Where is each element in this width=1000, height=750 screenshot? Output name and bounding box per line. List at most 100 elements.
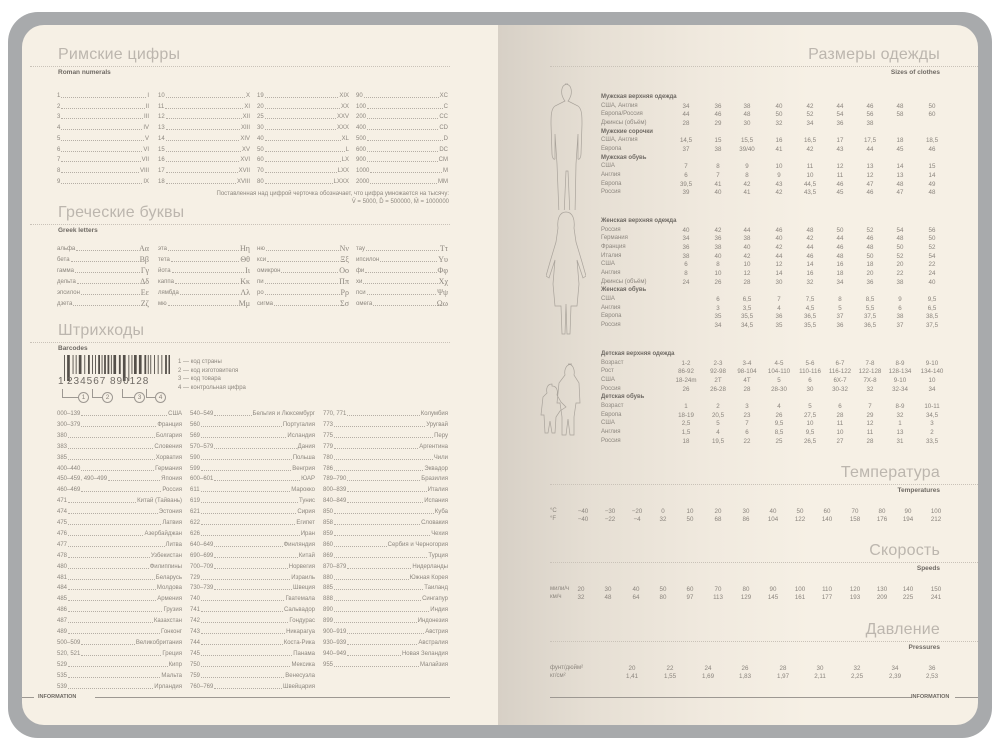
country-code-key: 400–440 (57, 465, 81, 472)
roman-entry: 400 CD (356, 124, 448, 132)
size-value: 60 (928, 111, 936, 119)
size-value: 4-5 (774, 359, 784, 367)
dot-leader (367, 113, 439, 120)
barcode-bracket (92, 389, 110, 398)
size-row-label: Европа (601, 313, 622, 320)
country-code-entry: 773 Уругвай (323, 421, 448, 429)
barcode-bar (118, 355, 121, 374)
size-value: 16 (836, 261, 844, 269)
country-code-entry: 940–949 Новая Зеландия (323, 650, 448, 658)
country-code-value: Сингапур (422, 596, 448, 603)
dot-leader (201, 421, 282, 427)
size-value: 40 (775, 235, 783, 243)
size-row-label: Россия (601, 385, 621, 392)
size-value: 40 (775, 102, 783, 110)
dot-leader (201, 574, 291, 580)
dot-leader (334, 661, 420, 667)
country-code-key: 800–839 (323, 487, 347, 494)
size-value: 18,5 (925, 137, 939, 145)
size-value: 12 (775, 261, 783, 269)
clothes-sizes-divider (550, 66, 978, 67)
size-value: 42 (775, 243, 783, 251)
roman-entry: 600 DC (356, 146, 448, 154)
country-code-key: 880 (323, 574, 334, 581)
country-code-entry: 900–919 Австрия (323, 628, 448, 636)
dot-leader (61, 135, 144, 141)
size-row-label: Европа (601, 180, 622, 187)
country-code-key: 690–699 (190, 552, 214, 559)
dot-leader (214, 552, 298, 558)
size-value: 28 (866, 437, 874, 445)
roman-value: L (345, 146, 349, 153)
roman-value: XIV (240, 135, 250, 142)
country-code-entry: 450–459, 490–499 Япония (57, 475, 182, 483)
country-code-value: Сальвадор (284, 607, 315, 614)
greek-key: каппа (158, 279, 174, 285)
size-value: 6 (808, 376, 812, 384)
size-value: 50 (896, 243, 904, 251)
barcode-bar (67, 355, 70, 381)
roman-note: Поставленная над цифрой черточка обознач… (216, 191, 449, 197)
dot-leader (373, 300, 436, 306)
roman-key: 4 (57, 125, 61, 132)
country-code-value: Швейцария (282, 683, 315, 690)
country-code-key: 640–649 (190, 541, 214, 548)
dot-leader (201, 530, 300, 536)
size-value: 3,5 (742, 304, 752, 312)
speed-value: 70 (714, 586, 722, 593)
roman-value: XII (242, 114, 250, 121)
country-code-value: Гонконг (160, 629, 182, 635)
roman-key: 16 (158, 157, 165, 164)
country-code-entry: 486 Грузия (57, 606, 182, 614)
size-value: 15 (714, 137, 722, 145)
country-code-value: Германия (155, 465, 182, 472)
roman-entry: 70 LXX (257, 167, 349, 175)
roman-key: 90 (356, 93, 363, 99)
roman-value: XVIII (236, 178, 250, 185)
greek-value: Ζζ (140, 299, 149, 308)
country-code-key: 789–790 (323, 476, 347, 483)
country-code-entry: 477 Литва (57, 541, 182, 549)
size-value: 48 (896, 180, 904, 188)
greek-value: Ιι (245, 266, 250, 275)
country-code-key: 729 (190, 574, 201, 581)
size-row-label: Англия (601, 304, 621, 311)
dot-leader (264, 113, 336, 120)
dot-leader (380, 256, 438, 262)
dot-leader (61, 156, 141, 163)
size-value: 18 (836, 269, 844, 277)
country-code-value: Молдова (156, 585, 182, 592)
size-value: 42 (806, 102, 814, 110)
country-code-key: 476 (57, 530, 68, 537)
size-value: 45 (896, 145, 904, 153)
country-code-value: Исландия (287, 432, 315, 439)
size-value: 41 (714, 180, 722, 188)
country-code-key: 955 (323, 661, 334, 668)
greek-entry: тау Ττ (356, 245, 448, 253)
country-code-key: 450–459, 490–499 (57, 476, 108, 483)
greek-value: Ββ (139, 255, 149, 264)
size-value: 50 (928, 102, 936, 110)
country-code-entry: 743 Никарагуа (190, 628, 315, 636)
country-code-value: Португалия (282, 421, 315, 428)
country-code-value: Литва (165, 541, 183, 548)
size-value: 9 (777, 171, 781, 179)
size-value: 40 (682, 226, 690, 234)
size-value: 25 (775, 437, 783, 445)
size-value: 116-122 (828, 368, 852, 376)
dot-leader (68, 508, 158, 515)
roman-entry: 200 CC (356, 113, 448, 121)
country-code-key: 850 (323, 509, 334, 516)
size-value: 12 (866, 171, 874, 179)
size-value: 48 (896, 235, 904, 243)
size-value: 37,5 (863, 313, 877, 321)
country-code-value: Кипр (168, 661, 182, 668)
dot-leader (347, 486, 427, 493)
size-value: 3 (930, 420, 934, 428)
size-row-label: Англия (601, 171, 621, 178)
size-value: 1 (684, 402, 688, 410)
pressure-value: 1,69 (701, 673, 715, 680)
country-code-entry: 870–879 Нидерланды (323, 563, 448, 571)
barcode-bar (98, 355, 100, 374)
speed-divider (550, 562, 978, 563)
